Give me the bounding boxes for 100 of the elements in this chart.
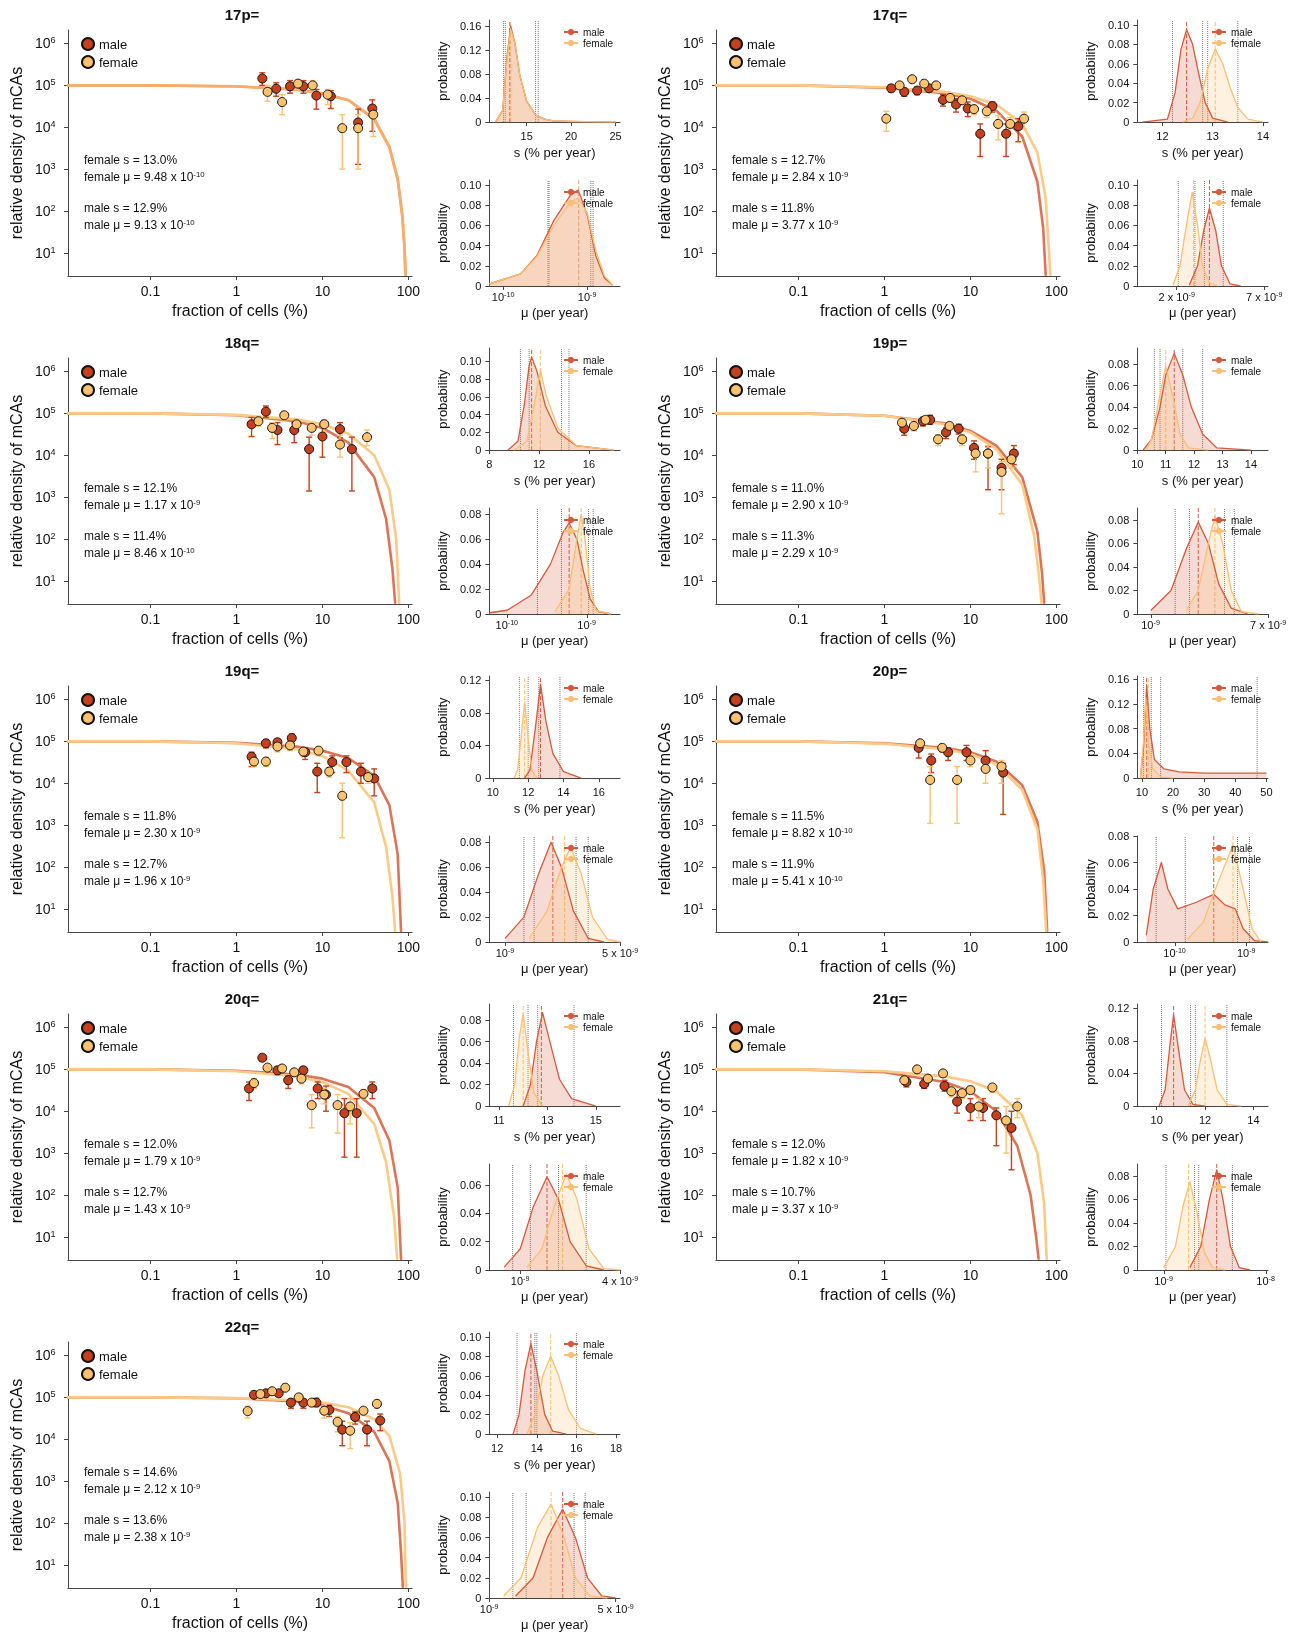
y-tick-label: 0.06 bbox=[459, 390, 482, 403]
y-tick-label: 10$^{1}$ bbox=[683, 900, 704, 917]
y-tick-label: 10$^{2}$ bbox=[683, 530, 704, 547]
annotation: female s = 13.0% bbox=[84, 153, 178, 167]
annotation: female μ = 2.90 x 10$^{-9}$ bbox=[732, 497, 849, 512]
x-tick-label: 40 bbox=[1229, 785, 1242, 798]
x-tick-label: 10$^{-9}$ bbox=[1236, 947, 1256, 959]
annotation: male s = 11.9% bbox=[732, 857, 815, 871]
annotation: female μ = 9.48 x 10$^{-10}$ bbox=[84, 169, 205, 184]
y-tick-label: 0.02 bbox=[459, 1571, 482, 1584]
y-tick-label: 10$^{6}$ bbox=[35, 1347, 56, 1364]
x-tick-label: 5 x 10$^{-9}$ bbox=[597, 1603, 634, 1615]
x-axis-title: fraction of cells (%) bbox=[171, 302, 309, 320]
x-tick-label: 20 bbox=[1166, 785, 1180, 798]
y-tick-label: 10$^{2}$ bbox=[35, 530, 56, 547]
legend-label: male bbox=[582, 26, 606, 38]
x-tick-label: 10$^{-9}$ bbox=[495, 947, 515, 959]
y-tick-label: 0.10 bbox=[1107, 18, 1130, 31]
y-tick-label: 0.04 bbox=[1107, 1216, 1130, 1229]
y-tick-label: 0.06 bbox=[1107, 856, 1130, 869]
chart-title: 19p= bbox=[872, 334, 908, 351]
y-tick-label: 10$^{6}$ bbox=[35, 35, 56, 52]
y-tick-label: 0 bbox=[475, 1100, 482, 1113]
legend-label: female bbox=[582, 1181, 614, 1193]
y-tick-label: 10$^{2}$ bbox=[683, 202, 704, 219]
annotation: male s = 11.8% bbox=[732, 201, 815, 215]
x-tick-label: 12 bbox=[1156, 129, 1169, 142]
x-axis-title: s (% per year) bbox=[1161, 1129, 1244, 1144]
y-tick-label: 10$^{3}$ bbox=[683, 1145, 704, 1162]
annotation: female s = 12.7% bbox=[732, 153, 826, 167]
y-tick-label: 0.04 bbox=[1107, 239, 1130, 252]
annotation: female μ = 1.17 x 10$^{-9}$ bbox=[84, 497, 201, 512]
annotation: male s = 11.3% bbox=[732, 529, 815, 543]
y-axis-title: probability bbox=[435, 1186, 450, 1247]
y-tick-label: 0 bbox=[1123, 936, 1130, 948]
y-tick-label: 10$^{3}$ bbox=[35, 817, 56, 834]
x-tick-label: 1 bbox=[232, 1595, 241, 1611]
x-tick-label: 13 bbox=[1206, 129, 1219, 142]
y-axis-title: probability bbox=[435, 530, 450, 591]
y-tick-label: 0.08 bbox=[459, 706, 482, 719]
x-tick-label: 10$^{-9}$ bbox=[479, 1603, 499, 1615]
y-tick-label: 10$^{5}$ bbox=[35, 1061, 56, 1078]
y-tick-label: 0 bbox=[475, 1264, 482, 1276]
y-tick-label: 10$^{3}$ bbox=[683, 817, 704, 834]
x-axis-title: s (% per year) bbox=[1161, 801, 1244, 816]
legend-label: male bbox=[582, 1498, 606, 1510]
y-tick-label: 10$^{1}$ bbox=[35, 1228, 56, 1245]
legend-label: female bbox=[1230, 37, 1262, 49]
y-tick-label: 0.04 bbox=[1107, 401, 1130, 414]
y-tick-label: 0.08 bbox=[459, 508, 482, 521]
annotation: female s = 12.1% bbox=[84, 481, 178, 495]
annotation: male μ = 1.96 x 10$^{-9}$ bbox=[84, 873, 191, 888]
y-tick-label: 0.10 bbox=[1107, 179, 1130, 192]
legend-label: female bbox=[1230, 197, 1262, 209]
y-tick-label: 0 bbox=[475, 608, 482, 620]
x-axis-title: μ (per year) bbox=[520, 305, 589, 320]
y-tick-label: 10$^{2}$ bbox=[35, 202, 56, 219]
x-tick-label: 100 bbox=[1044, 283, 1069, 299]
y-tick-label: 10$^{4}$ bbox=[683, 775, 704, 792]
annotation: female μ = 8.82 x 10$^{-10}$ bbox=[732, 825, 853, 840]
y-tick-label: 10$^{5}$ bbox=[683, 1061, 704, 1078]
x-axis-title: μ (per year) bbox=[1168, 1289, 1237, 1304]
legend-label: male bbox=[99, 36, 128, 52]
y-axis-title: probability bbox=[1083, 696, 1098, 757]
legend-label: female bbox=[99, 54, 139, 70]
legend-label: female bbox=[1230, 853, 1262, 865]
x-tick-label: 10 bbox=[314, 611, 331, 627]
x-tick-label: 25 bbox=[609, 129, 622, 142]
legend-label: male bbox=[1230, 1170, 1254, 1182]
legend-label: female bbox=[747, 54, 787, 70]
x-tick-label: 13 bbox=[541, 1113, 554, 1126]
y-tick-label: 10$^{5}$ bbox=[35, 77, 56, 94]
legend-label: female bbox=[747, 710, 787, 726]
y-axis-title: probability bbox=[435, 1352, 450, 1413]
legend-label: female bbox=[582, 365, 614, 377]
y-tick-label: 0.04 bbox=[1107, 77, 1130, 90]
y-tick-label: 0.08 bbox=[1107, 1169, 1130, 1182]
x-tick-label: 100 bbox=[1044, 611, 1069, 627]
y-tick-label: 0.08 bbox=[459, 199, 482, 212]
x-tick-label: 10 bbox=[314, 283, 331, 299]
legend-label: male bbox=[99, 692, 128, 708]
y-tick-label: 10$^{6}$ bbox=[35, 1019, 56, 1036]
annotation: female μ = 1.82 x 10$^{-9}$ bbox=[732, 1153, 849, 1168]
x-tick-label: 14 bbox=[530, 1441, 543, 1454]
y-tick-label: 0.02 bbox=[459, 426, 482, 439]
x-tick-label: 0.1 bbox=[788, 283, 809, 299]
x-tick-label: 10 bbox=[1135, 785, 1149, 798]
x-tick-label: 10 bbox=[1150, 1113, 1163, 1126]
x-tick-label: 12 bbox=[491, 1441, 504, 1454]
x-tick-label: 0.1 bbox=[788, 1267, 809, 1283]
annotation: male s = 13.6% bbox=[84, 1513, 168, 1527]
x-tick-label: 7 x 10$^{-9}$ bbox=[1250, 619, 1287, 631]
y-tick-label: 0.06 bbox=[459, 219, 482, 232]
y-axis-title: probability bbox=[1083, 368, 1098, 429]
y-tick-label: 0.08 bbox=[459, 373, 482, 386]
x-axis-title: μ (per year) bbox=[520, 1289, 589, 1304]
x-tick-label: 0.1 bbox=[140, 1595, 161, 1611]
y-axis-title: relative density of mCAs bbox=[655, 66, 673, 240]
chart-title: 17q= bbox=[872, 6, 908, 23]
y-axis-title: probability bbox=[435, 368, 450, 429]
